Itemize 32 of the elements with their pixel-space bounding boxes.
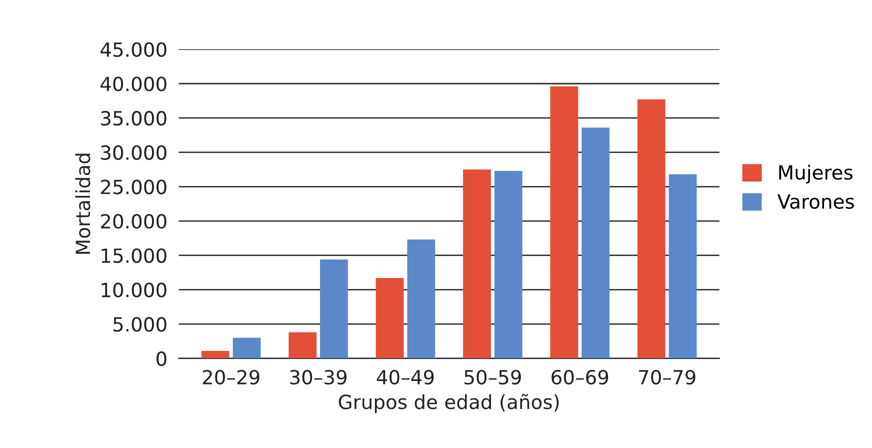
x-tick-label: 30–39: [290, 370, 347, 385]
bar: [582, 128, 610, 358]
x-tick-label: 50–59: [464, 370, 521, 385]
y-tick-label: 15.000: [102, 248, 166, 264]
bar: [550, 86, 578, 358]
bar: [288, 332, 317, 358]
bar: [232, 338, 261, 358]
bar: [494, 170, 522, 358]
y-tick-label: 25.000: [101, 180, 166, 194]
x-tick-label: 20–29: [202, 370, 260, 385]
legend-label: Varones: [777, 194, 854, 209]
x-axis-title: Grupos de edad (años): [338, 394, 559, 414]
y-tick-label: 40.000: [100, 76, 166, 92]
bar: [201, 350, 230, 358]
x-tick-label: 70–79: [639, 370, 696, 385]
bar: [668, 174, 697, 358]
y-tick-label: 35.000: [101, 110, 166, 126]
bar: [376, 278, 404, 358]
y-tick-label: 0: [156, 351, 166, 366]
y-tick-label: 5.000: [113, 317, 166, 332]
bar: [637, 99, 666, 358]
y-tick-label: 10.000: [102, 282, 166, 298]
y-tick-label: 45.000: [100, 42, 166, 57]
y-tick-label: 20.000: [101, 214, 166, 229]
y-axis-title: Mortalidad: [75, 154, 90, 254]
x-tick-label: 40–49: [376, 370, 434, 385]
bar: [320, 259, 348, 358]
bar: [407, 240, 436, 358]
legend-label: Mujeres: [779, 164, 852, 184]
bar: [463, 169, 491, 358]
x-tick-label: 60–69: [552, 370, 608, 385]
y-tick-label: 30.000: [101, 145, 166, 160]
